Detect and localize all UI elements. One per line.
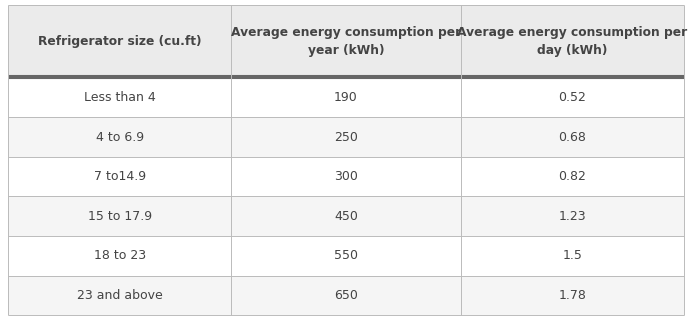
Text: 18 to 23: 18 to 23 bbox=[93, 249, 146, 262]
Bar bbox=[231, 78, 461, 117]
Text: 0.52: 0.52 bbox=[558, 91, 586, 104]
Bar bbox=[231, 5, 461, 78]
Text: 190: 190 bbox=[334, 91, 358, 104]
Text: 1.78: 1.78 bbox=[558, 289, 586, 302]
Text: 250: 250 bbox=[334, 131, 358, 144]
Bar bbox=[461, 5, 684, 78]
Text: 4 to 6.9: 4 to 6.9 bbox=[95, 131, 144, 144]
Bar bbox=[461, 276, 684, 315]
Bar bbox=[8, 5, 231, 78]
Text: 650: 650 bbox=[334, 289, 358, 302]
Bar bbox=[231, 236, 461, 276]
Text: 23 and above: 23 and above bbox=[77, 289, 163, 302]
Text: 7 to14.9: 7 to14.9 bbox=[93, 170, 146, 183]
Text: 0.68: 0.68 bbox=[558, 131, 586, 144]
Bar bbox=[461, 157, 684, 196]
Text: 300: 300 bbox=[334, 170, 358, 183]
Text: 1.23: 1.23 bbox=[558, 210, 586, 223]
Bar bbox=[461, 236, 684, 276]
Bar bbox=[231, 157, 461, 196]
Bar bbox=[231, 276, 461, 315]
Bar bbox=[8, 276, 231, 315]
Bar bbox=[461, 78, 684, 117]
Bar bbox=[8, 196, 231, 236]
Bar bbox=[231, 196, 461, 236]
Text: 15 to 17.9: 15 to 17.9 bbox=[88, 210, 152, 223]
Bar bbox=[461, 117, 684, 157]
Text: 550: 550 bbox=[334, 249, 358, 262]
Text: Average energy consumption per
day (kWh): Average energy consumption per day (kWh) bbox=[457, 26, 687, 57]
Bar bbox=[8, 78, 231, 117]
Text: Average energy consumption per
year (kWh): Average energy consumption per year (kWh… bbox=[231, 26, 461, 57]
Bar bbox=[461, 196, 684, 236]
Text: 1.5: 1.5 bbox=[563, 249, 582, 262]
Text: Less than 4: Less than 4 bbox=[84, 91, 156, 104]
Text: 450: 450 bbox=[334, 210, 358, 223]
Text: Refrigerator size (cu.ft): Refrigerator size (cu.ft) bbox=[38, 35, 201, 48]
Bar bbox=[8, 117, 231, 157]
Text: 0.82: 0.82 bbox=[558, 170, 586, 183]
Bar bbox=[231, 117, 461, 157]
Bar bbox=[8, 157, 231, 196]
Bar bbox=[8, 236, 231, 276]
